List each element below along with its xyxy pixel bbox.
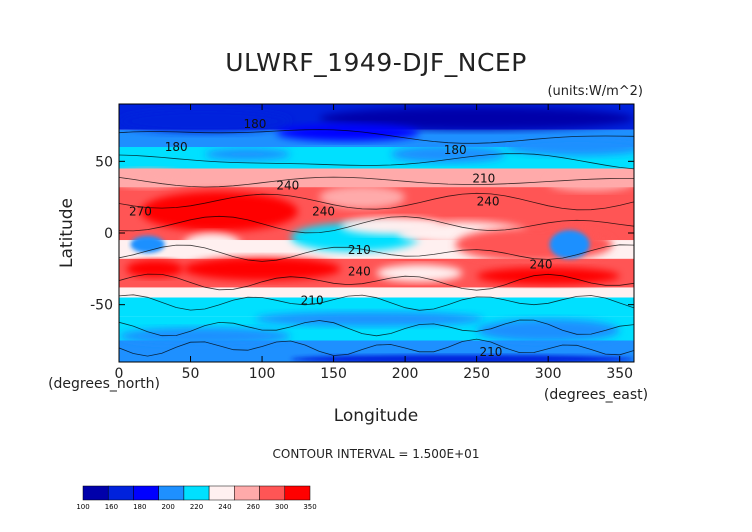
field-region xyxy=(319,106,634,130)
contour-label: 210 xyxy=(348,243,371,257)
colorbar-swatch xyxy=(158,485,185,501)
colorbar-swatch xyxy=(133,485,159,501)
field-layer xyxy=(119,104,634,362)
contour-label: 240 xyxy=(348,265,371,279)
contour-label: 240 xyxy=(312,205,335,219)
contour-label: 240 xyxy=(477,194,500,208)
field-region xyxy=(476,319,620,342)
contour-line xyxy=(119,192,634,211)
contour-label: 180 xyxy=(444,143,467,157)
contour-label: 210 xyxy=(472,172,495,186)
x-axis: 0 50 100 150 200 250 300 350 xyxy=(115,104,633,382)
y-unit-note: (degrees_north) xyxy=(48,376,160,392)
y-tick-label: 50 xyxy=(95,154,113,170)
colorbar-label: 300 xyxy=(275,503,288,511)
colorbar-label: 180 xyxy=(133,503,146,511)
field-region xyxy=(476,267,620,285)
field-region xyxy=(254,311,484,327)
contour-line xyxy=(119,129,634,144)
x-tick-label: 0 xyxy=(115,366,124,382)
x-tick-label: 300 xyxy=(535,366,562,382)
field-region xyxy=(548,174,634,192)
x-unit-note: (degrees_east) xyxy=(544,387,648,403)
colorbar-label: 100 xyxy=(76,503,89,511)
y-tick-label: 0 xyxy=(104,226,113,242)
colorbar-swatch xyxy=(234,485,260,501)
contour-line xyxy=(119,153,634,170)
field-region xyxy=(549,230,590,259)
colorbar-swatch xyxy=(183,485,210,501)
colorbar-label: 260 xyxy=(247,503,260,511)
field-band xyxy=(119,168,634,188)
field-region xyxy=(183,233,241,256)
contour-label: 210 xyxy=(479,345,502,359)
field-band xyxy=(119,297,634,317)
colorbar-label: 200 xyxy=(161,503,174,511)
colorbar-swatch xyxy=(82,485,109,501)
x-tick-label: 100 xyxy=(249,366,276,382)
field-region xyxy=(505,138,634,156)
y-tick-label: -50 xyxy=(90,298,113,314)
contour-interval-note: CONTOUR INTERVAL = 1.500E+01 xyxy=(273,447,480,461)
contour-label: 240 xyxy=(530,258,553,272)
colorbar-label: 350 xyxy=(303,503,316,511)
y-axis-label: Latitude xyxy=(57,198,77,268)
colorbar-swatch xyxy=(107,485,134,501)
colorbar: 100 160 180 200 220 240 260 300 350 xyxy=(76,485,317,511)
x-tick-label: 50 xyxy=(182,366,200,382)
colorbar-swatch xyxy=(259,485,286,501)
contour-label: 270 xyxy=(129,205,152,219)
contour-line xyxy=(119,319,634,337)
y-axis: 50 0 -50 xyxy=(90,154,634,314)
field-region xyxy=(319,185,406,209)
colorbar-swatch xyxy=(284,485,311,501)
field-region xyxy=(390,145,506,163)
field-region xyxy=(126,260,184,278)
chart-title: ULWRF_1949-DJF_NCEP xyxy=(225,48,527,77)
field-region xyxy=(119,327,291,345)
x-tick-label: 150 xyxy=(320,366,347,382)
field-region xyxy=(119,109,291,133)
contour-line xyxy=(119,244,634,262)
field-region xyxy=(276,124,420,142)
field-region xyxy=(183,257,341,281)
field-region xyxy=(119,169,184,188)
contour-lines: 180 180 180 240 210 270 240 240 210 240 240 210 210 xyxy=(119,117,634,359)
plot-area: 180 180 180 240 210 270 240 240 210 240 240 210 210 xyxy=(119,104,634,362)
field-region xyxy=(140,191,298,232)
contour-line xyxy=(119,215,634,234)
contour-label: 240 xyxy=(276,179,299,193)
contour-label: 210 xyxy=(301,293,324,307)
contour-line xyxy=(119,176,634,188)
contour-label: 180 xyxy=(165,140,188,154)
colorbar-label: 240 xyxy=(218,503,231,511)
colorbar-label: 160 xyxy=(105,503,118,511)
contour-line xyxy=(119,273,634,291)
field-band xyxy=(119,287,634,298)
x-tick-label: 200 xyxy=(392,366,419,382)
units-note: (units:W/m^2) xyxy=(547,84,643,99)
contour-line xyxy=(119,294,634,311)
colorbar-swatch xyxy=(208,485,235,501)
x-axis-label: Longitude xyxy=(334,406,419,426)
field-region xyxy=(376,264,463,282)
contour-label: 180 xyxy=(243,117,266,131)
x-tick-label: 350 xyxy=(606,366,633,382)
field-region xyxy=(204,148,291,160)
contour-line xyxy=(119,338,634,357)
colorbar-label: 220 xyxy=(190,503,203,511)
x-tick-label: 250 xyxy=(463,366,490,382)
